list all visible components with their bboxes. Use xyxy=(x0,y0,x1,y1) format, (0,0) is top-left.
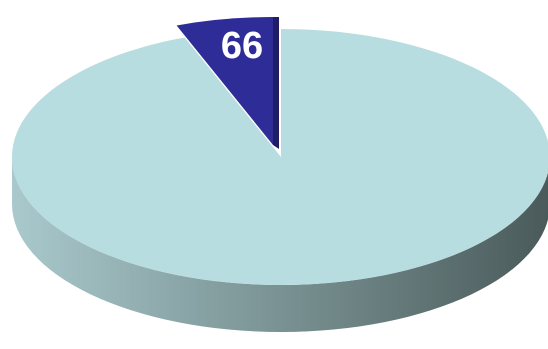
main-slice xyxy=(12,29,548,332)
main-slice-side xyxy=(12,157,548,332)
exploded-slice: 66 xyxy=(176,17,279,149)
exploded-slice-top xyxy=(176,17,273,145)
main-slice-top xyxy=(12,29,548,285)
exploded-slice-side xyxy=(273,17,279,149)
slice-data-label: 66 xyxy=(221,25,263,67)
